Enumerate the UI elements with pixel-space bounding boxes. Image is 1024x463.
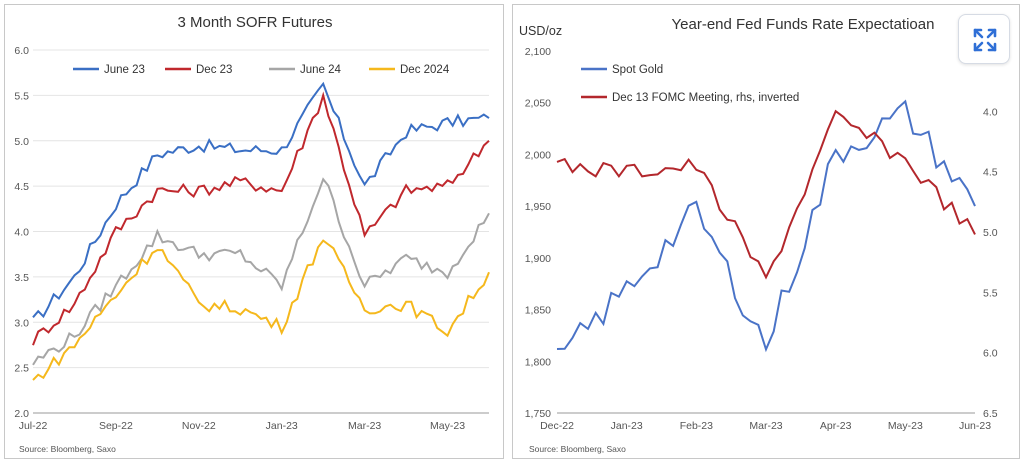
x-tick-label: Mar-23 <box>348 420 381 432</box>
y-tick-label: 2.0 <box>14 408 29 420</box>
y-tick-label: 4.5 <box>14 181 29 193</box>
sofr-chart-svg: 3 Month SOFR Futures 2.0 2.5 3.0 3.5 4.0 4.5 5.… <box>14 14 490 454</box>
y-left-tick-label: 1,850 <box>525 305 551 317</box>
y-left-tick-label: 1,950 <box>525 201 551 213</box>
fed-funds-gold-chart: Year-end Fed Funds Rate Expectatioan USD/… <box>512 4 1020 459</box>
legend-label: June 23 <box>104 64 145 76</box>
fed-gold-chart-svg: Year-end Fed Funds Rate Expectatioan USD/… <box>519 16 998 454</box>
x-tick-label: Jan-23 <box>266 420 298 432</box>
x-tick-label: Dec-22 <box>540 420 574 432</box>
y-left-tick-label: 1,900 <box>525 253 551 265</box>
x-tick-label: Nov-22 <box>182 420 216 432</box>
legend-label: June 24 <box>300 64 342 76</box>
y-left-tick-label: 2,050 <box>525 98 551 110</box>
series-line-spot-gold <box>556 99 976 353</box>
x-tick-label: Sep-22 <box>99 420 133 432</box>
x-tick-label: Feb-23 <box>680 420 713 432</box>
series-line-3 <box>32 177 490 366</box>
x-tick-label: Apr-23 <box>820 420 852 432</box>
y-right-tick-label: 6.0 <box>983 348 998 360</box>
x-tick-label: May-23 <box>888 420 923 432</box>
y-tick-label: 5.0 <box>14 136 29 148</box>
chart-title: 3 Month SOFR Futures <box>177 14 332 31</box>
y-right-tick-label: 4.5 <box>983 167 998 179</box>
expand-arrows-icon <box>973 28 997 52</box>
y-tick-label: 4.0 <box>14 227 29 239</box>
y-tick-label: 2.5 <box>14 363 29 375</box>
legend-label: Dec 23 <box>196 64 232 76</box>
x-tick-label: Jan-23 <box>611 420 643 432</box>
y-tick-label: 3.0 <box>14 317 29 329</box>
y-tick-label: 6.0 <box>14 45 29 57</box>
source-note: Source: Bloomberg, Saxo <box>19 444 116 454</box>
legend-label: Dec 13 FOMC Meeting, rhs, inverted <box>612 92 799 104</box>
x-tick-label: Mar-23 <box>749 420 782 432</box>
left-axis-unit: USD/oz <box>519 24 562 38</box>
source-note: Source: Bloomberg, Saxo <box>529 444 626 454</box>
series-line-fomc <box>556 109 976 280</box>
y-right-tick-label: 6.5 <box>983 408 998 420</box>
y-left-tick-label: 1,800 <box>525 356 551 368</box>
x-tick-label: May-23 <box>430 420 465 432</box>
series-line-2 <box>32 91 490 346</box>
y-left-tick-label: 1,750 <box>525 408 551 420</box>
y-right-tick-label: 5.0 <box>983 227 998 239</box>
y-tick-label: 5.5 <box>14 90 29 102</box>
y-left-tick-label: 2,100 <box>525 46 551 58</box>
series-line-1 <box>32 81 490 319</box>
legend-label: Dec 2024 <box>400 64 450 76</box>
y-tick-label: 3.5 <box>14 272 29 284</box>
sofr-futures-chart: 3 Month SOFR Futures 2.0 2.5 3.0 3.5 4.0 4.5 5.… <box>4 4 504 459</box>
y-left-tick-label: 2,000 <box>525 149 551 161</box>
series-line-4 <box>32 239 490 381</box>
x-tick-label: Jul-22 <box>19 420 48 432</box>
legend-label: Spot Gold <box>612 64 663 76</box>
expand-button[interactable] <box>958 14 1010 64</box>
chart-title: Year-end Fed Funds Rate Expectatioan <box>672 16 935 33</box>
x-tick-label: Jun-23 <box>959 420 991 432</box>
y-right-tick-label: 5.5 <box>983 287 998 299</box>
y-right-tick-label: 4.0 <box>983 106 998 118</box>
